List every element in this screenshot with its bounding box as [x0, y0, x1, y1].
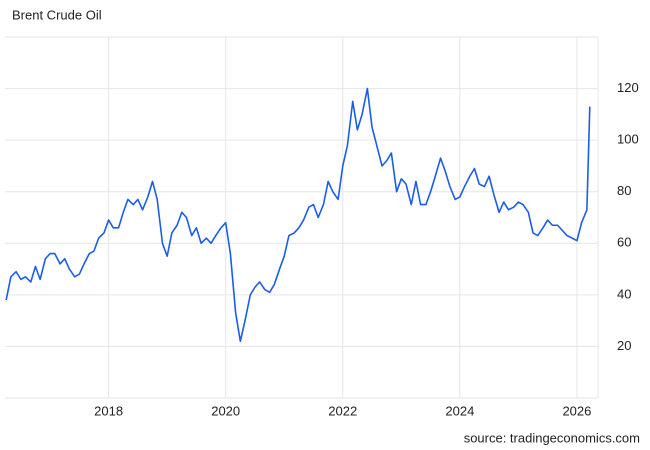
source: source: tradingeconomics.com	[464, 430, 640, 445]
y-tick-label: 40	[617, 286, 631, 301]
price-line	[5, 87, 591, 343]
x-tick-label: 2026	[562, 403, 591, 418]
x-tick-label: 2022	[328, 403, 357, 418]
y-tick-label: 80	[617, 183, 631, 198]
y-tick-label: 120	[617, 80, 639, 95]
y-tick-label: 60	[617, 235, 631, 250]
x-tick-label: 2020	[211, 403, 240, 418]
x-tick-label: 2018	[94, 403, 123, 418]
y-tick-label: 100	[617, 132, 639, 147]
chart-title: Brent Crude Oil	[12, 7, 102, 22]
x-tick-label: 2024	[445, 403, 474, 418]
y-tick-label: 20	[617, 338, 631, 353]
